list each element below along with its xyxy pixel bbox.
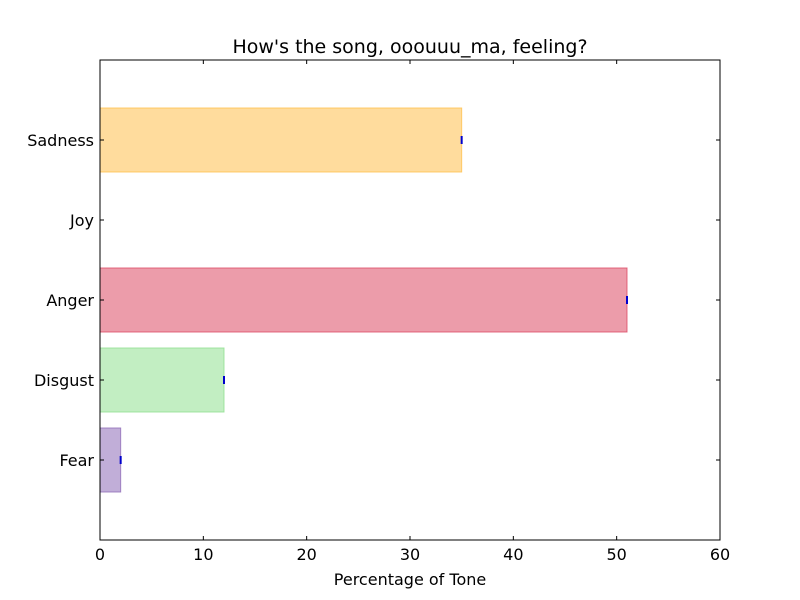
x-tick-label-60: 60 [710,545,730,564]
x-axis-label: Percentage of Tone [334,570,486,589]
bar-sadness [99,107,463,173]
y-tick-label-joy: Joy [69,211,94,230]
x-tick-label-10: 10 [193,545,213,564]
y-tick-label-disgust: Disgust [34,371,94,390]
bar-disgust [99,347,225,413]
y-tick-label-fear: Fear [59,451,94,470]
plot-frame [99,59,721,541]
x-tick-label-0: 0 [95,545,105,564]
x-tick-label-40: 40 [503,545,523,564]
y-tick-label-sadness: Sadness [27,131,94,150]
y-tick-label-anger: Anger [46,291,94,310]
ticks-layer: Fear Disgust Anger Joy Sadness 0 10 20 30 40 50 60 [27,60,730,564]
chart-title: How's the song, ooouuu_ma, feeling? [232,36,587,58]
bars-layer [99,107,628,493]
bar-anger [99,267,628,333]
x-tick-label-30: 30 [400,545,420,564]
x-tick-label-50: 50 [606,545,626,564]
x-tick-label-20: 20 [296,545,316,564]
